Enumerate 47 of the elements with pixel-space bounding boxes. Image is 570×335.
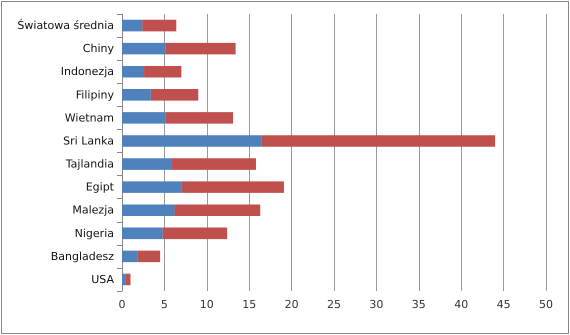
- bar: [165, 42, 236, 54]
- bar: [172, 158, 256, 170]
- bar: [262, 135, 496, 147]
- x-tick-label: 10: [200, 298, 214, 311]
- y-tick-label: Sri Lanka: [63, 134, 114, 148]
- y-tick-label: Światowa średnia: [17, 18, 114, 32]
- bar: [122, 158, 172, 170]
- x-tick-label: 45: [496, 298, 511, 311]
- bar: [122, 42, 166, 54]
- bar: [122, 250, 138, 262]
- x-tick-label: 0: [118, 298, 126, 311]
- y-tick-label: Bangladesz: [50, 250, 114, 263]
- bar: [142, 20, 176, 32]
- bar: [150, 89, 198, 101]
- bar: [122, 112, 166, 124]
- bar: [181, 181, 284, 193]
- bar: [122, 228, 163, 240]
- y-tick-label: Malezja: [72, 204, 114, 217]
- bar: [122, 181, 182, 193]
- x-tick-label: 30: [369, 298, 384, 311]
- bar: [122, 274, 126, 286]
- x-tick-label: 15: [242, 298, 256, 311]
- y-tick-label: USA: [91, 272, 114, 286]
- bar: [122, 66, 144, 78]
- y-tick-label: Tajlandia: [64, 158, 114, 171]
- x-tick-label: 50: [539, 298, 553, 311]
- y-tick-label: Egipt: [86, 180, 115, 194]
- y-tick-label: Filipiny: [76, 88, 114, 102]
- bar: [122, 135, 262, 147]
- x-tick-label: 20: [284, 298, 299, 311]
- bar: [144, 66, 182, 78]
- bar: [174, 204, 260, 216]
- x-tick-label: 35: [412, 298, 426, 311]
- x-tick-label: 25: [327, 298, 341, 311]
- bar: [125, 274, 130, 286]
- bar: [122, 204, 175, 216]
- bar: [122, 20, 142, 32]
- x-tick-label: 5: [160, 298, 168, 311]
- bar: [137, 250, 160, 262]
- bar: [162, 228, 228, 240]
- y-tick-label: Chiny: [82, 42, 114, 56]
- bar: [165, 112, 234, 124]
- y-tick-label: Wietnam: [64, 111, 114, 124]
- y-tick-label: Indonezja: [60, 65, 114, 78]
- y-tick-label: Nigeria: [74, 226, 114, 240]
- bar: [122, 89, 151, 101]
- x-tick-label: 40: [454, 298, 468, 311]
